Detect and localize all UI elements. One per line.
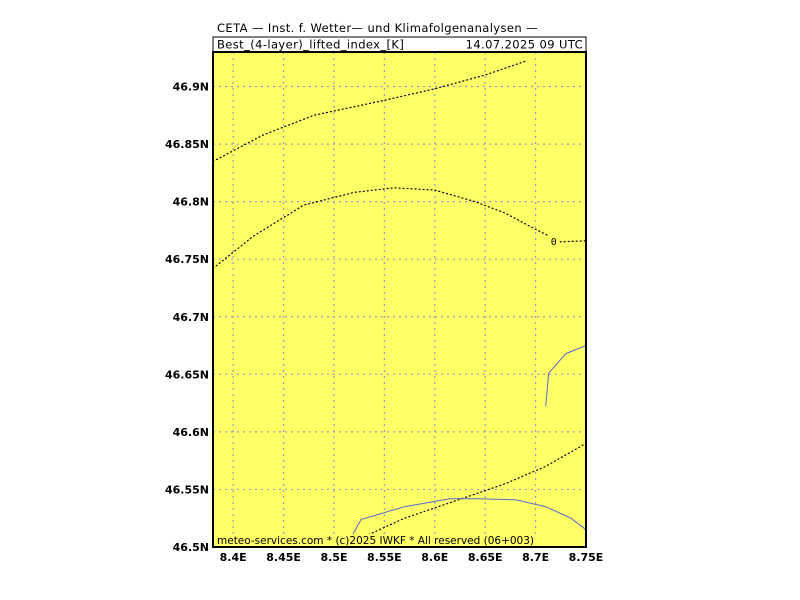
- contour-line: [212, 60, 527, 162]
- footer-band: [215, 534, 583, 546]
- shoreline: [343, 498, 587, 548]
- y-tick-label: 46.9N: [173, 81, 209, 94]
- map-title: CETA — Inst. f. Wetter— und Klimafolgena…: [217, 21, 538, 35]
- y-tick-label: 46.7N: [173, 311, 209, 324]
- x-tick-label: 8.65E: [468, 551, 503, 564]
- y-tick-label: 46.5N: [173, 541, 209, 554]
- contour-line: [212, 187, 587, 269]
- y-tick-label: 46.85N: [165, 138, 209, 151]
- plot-area: [213, 52, 586, 547]
- y-axis-labels: 46.5N 46.55N 46.6N 46.65N 46.7N 46.75N 46.8N 46…: [165, 81, 209, 554]
- y-tick-label: 46.8N: [173, 196, 209, 209]
- y-tick-label: 46.6N: [173, 426, 209, 439]
- valid-time: 14.07.2025 09 UTC: [466, 38, 583, 52]
- x-tick-label: 8.7E: [522, 551, 549, 564]
- copyright-footer: meteo-services.com * (c)2025 IWKF * All …: [217, 535, 534, 547]
- shoreline: [545, 345, 587, 407]
- plot-frame: [212, 51, 587, 548]
- x-tick-label: 8.75E: [569, 551, 604, 564]
- lifted-index-contours: 0: [212, 60, 587, 542]
- x-axis-labels: 8.4E 8.45E 8.5E 8.55E 8.6E 8.65E 8.7E 8.75E: [220, 551, 604, 564]
- x-tick-label: 8.5E: [320, 551, 347, 564]
- field-name: Best_(4-layer)_lifted_index_[K]: [217, 38, 404, 52]
- y-tick-label: 46.75N: [165, 253, 209, 266]
- lake-shorelines: [343, 345, 587, 548]
- contour-label: 0: [551, 237, 557, 248]
- y-tick-label: 46.65N: [165, 368, 209, 381]
- x-tick-label: 8.4E: [220, 551, 247, 564]
- contour-label-bg: [548, 234, 559, 247]
- x-tick-label: 8.55E: [367, 551, 402, 564]
- y-tick-label: 46.55N: [165, 483, 209, 496]
- x-tick-label: 8.45E: [266, 551, 301, 564]
- x-tick-label: 8.6E: [421, 551, 448, 564]
